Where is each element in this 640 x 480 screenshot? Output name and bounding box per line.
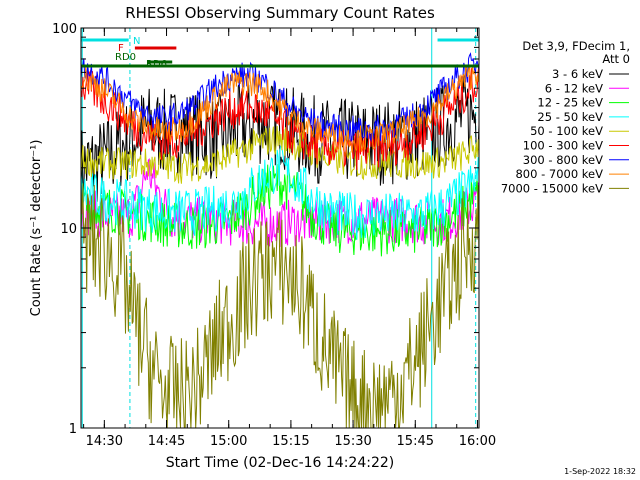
series-line-25-50keV: [80, 145, 480, 240]
legend-header-line: Att 0: [602, 52, 630, 66]
x-tick-label: 15:30: [334, 434, 371, 449]
footer-timestamp: 1-Sep-2022 18:32: [564, 467, 636, 476]
chart-title: RHESSI Observing Summary Count Rates: [125, 4, 435, 22]
legend-entry-label: 100 - 300 keV: [523, 139, 603, 153]
legend-header-line: Det 3,9, FDecim 1,: [522, 39, 630, 53]
flag-label-RD6: RD6: [146, 59, 167, 70]
series-line-800-7000keV: [80, 64, 480, 153]
series-line-6-12keV: [80, 157, 480, 248]
y-tick-label: 100: [52, 22, 77, 37]
x-tick-label: 16:00: [459, 434, 496, 449]
x-tick-label: 14:45: [148, 434, 185, 449]
flag-label-F: F: [118, 43, 124, 54]
flag-label-N: N: [133, 36, 140, 47]
legend-entry-label: 12 - 25 keV: [537, 96, 603, 110]
series-line-12-25keV: [80, 164, 480, 257]
y-axis-label: Count Rate (s⁻¹ detector⁻¹): [29, 140, 44, 317]
legend-entry-label: 3 - 6 keV: [552, 67, 603, 81]
x-axis-label: Start Time (02-Dec-16 14:24:22): [166, 455, 394, 471]
x-tick-label: 14:30: [86, 434, 123, 449]
x-tick-label: 15:00: [210, 434, 247, 449]
series-line-50-100keV: [80, 125, 480, 184]
x-tick-label: 15:15: [272, 434, 309, 449]
flag-label-RD0: RD0: [115, 52, 136, 63]
x-tick-label: 15:45: [397, 434, 434, 449]
axes: 14:30 14:45 15:00 15:15 15:30 15:45 16:00 1 10 10…: [52, 22, 496, 449]
legend-entry-label: 800 - 7000 keV: [515, 167, 603, 181]
y-tick-label: 10: [60, 222, 77, 237]
legend-entry-label: 25 - 50 keV: [537, 110, 603, 124]
series-line-7000-15000keV: [80, 183, 480, 429]
legend-entry-label: 300 - 800 keV: [523, 153, 603, 167]
y-tick-label: 1: [69, 422, 77, 437]
legend-entry-label: 50 - 100 keV: [530, 124, 603, 138]
series-line-300-800keV: [80, 52, 480, 143]
legend-entry-label: 7000 - 15000 keV: [501, 181, 603, 195]
legend-entry-label: 6 - 12 keV: [545, 81, 603, 95]
